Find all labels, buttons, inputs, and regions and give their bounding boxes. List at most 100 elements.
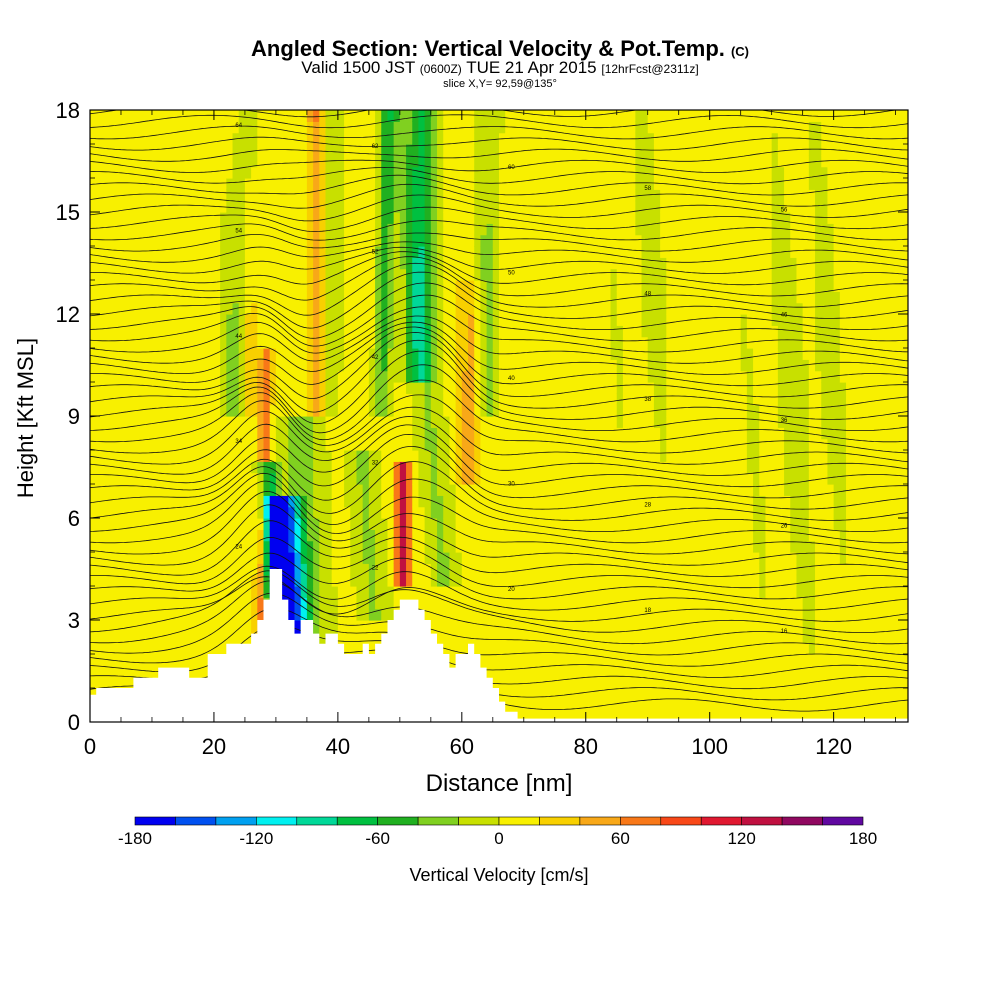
field-cell (151, 597, 159, 610)
field-cell (536, 654, 543, 666)
field-cell (362, 631, 370, 644)
field-cell (319, 495, 327, 508)
field-cell (96, 336, 103, 349)
field-cell (536, 121, 543, 134)
field-cell (201, 620, 209, 632)
field-cell (560, 586, 568, 598)
field-cell (449, 495, 457, 508)
field-cell (139, 257, 147, 270)
field-cell (647, 178, 655, 190)
field-cell (653, 710, 661, 722)
field-cell (579, 348, 587, 360)
field-cell (213, 518, 221, 530)
field-cell (424, 518, 432, 530)
field-cell (387, 370, 395, 383)
field-cell (486, 268, 494, 281)
field-cell (238, 268, 246, 281)
field-cell (641, 642, 649, 655)
field-cell (430, 404, 438, 417)
field-cell (350, 257, 358, 270)
field-cell (331, 495, 339, 508)
field-cell (449, 563, 457, 576)
field-cell (622, 518, 630, 530)
field-cell (554, 291, 562, 304)
field-cell (529, 132, 537, 145)
field-cell (96, 472, 103, 485)
field-cell (424, 144, 432, 156)
field-cell (207, 450, 215, 462)
field-cell (591, 552, 599, 564)
field-cell (437, 336, 444, 349)
field-cell (300, 280, 308, 292)
field-cell (548, 586, 556, 598)
field-cell (548, 654, 556, 666)
field-cell (375, 200, 382, 213)
field-cell (480, 518, 488, 530)
field-cell (362, 393, 370, 406)
field-cell (102, 654, 110, 666)
field-cell (517, 665, 525, 678)
field-cell (499, 155, 506, 168)
field-cell (306, 268, 314, 281)
field-cell (220, 325, 227, 338)
field-cell (430, 416, 438, 428)
field-cell (536, 212, 543, 224)
field-cell (641, 246, 649, 258)
field-cell (244, 291, 252, 304)
field-cell (610, 325, 618, 338)
field-cell (437, 325, 444, 338)
field-cell (430, 246, 438, 258)
field-cell (114, 268, 122, 281)
field-cell (313, 484, 320, 496)
field-cell (356, 155, 364, 168)
field-cell (381, 268, 389, 281)
field-cell (529, 336, 537, 349)
field-cell (282, 393, 289, 406)
field-cell (455, 506, 463, 519)
field-cell (548, 688, 556, 700)
field-cell (647, 291, 655, 304)
field-cell (96, 189, 103, 202)
field-cell (176, 404, 184, 417)
field-cell (251, 189, 258, 202)
field-cell (455, 370, 463, 383)
field-cell (96, 393, 103, 406)
field-cell (399, 518, 407, 530)
field-cell (263, 370, 271, 383)
field-cell (480, 155, 488, 168)
field-cell (176, 280, 184, 292)
field-cell (536, 416, 543, 428)
field-cell (251, 529, 258, 542)
field-cell (108, 110, 116, 122)
field-cell (151, 552, 159, 564)
field-cell (313, 450, 320, 462)
field-cell (430, 484, 438, 496)
field-cell (511, 665, 519, 678)
field-cell (486, 132, 494, 145)
field-cell (151, 642, 159, 655)
chart-title: Angled Section: Vertical Velocity & Pot.… (0, 36, 1000, 62)
field-cell (474, 144, 482, 156)
field-cell (232, 370, 240, 383)
field-cell (145, 121, 153, 134)
field-cell (127, 280, 134, 292)
field-cell (474, 212, 482, 224)
field-cell (90, 450, 97, 462)
field-cell (170, 393, 178, 406)
field-cell (591, 257, 599, 270)
field-cell (480, 484, 488, 496)
field-cell (207, 348, 215, 360)
field-cell (375, 348, 382, 360)
field-cell (170, 132, 178, 145)
field-cell (127, 586, 134, 598)
field-cell (195, 608, 203, 621)
field-cell (437, 506, 444, 519)
field-cell (653, 416, 661, 428)
field-cell (542, 212, 550, 224)
field-cell (393, 178, 401, 190)
field-cell (158, 110, 165, 122)
field-cell (573, 416, 581, 428)
field-cell (207, 518, 215, 530)
field-cell (585, 132, 593, 145)
field-cell (430, 132, 438, 145)
